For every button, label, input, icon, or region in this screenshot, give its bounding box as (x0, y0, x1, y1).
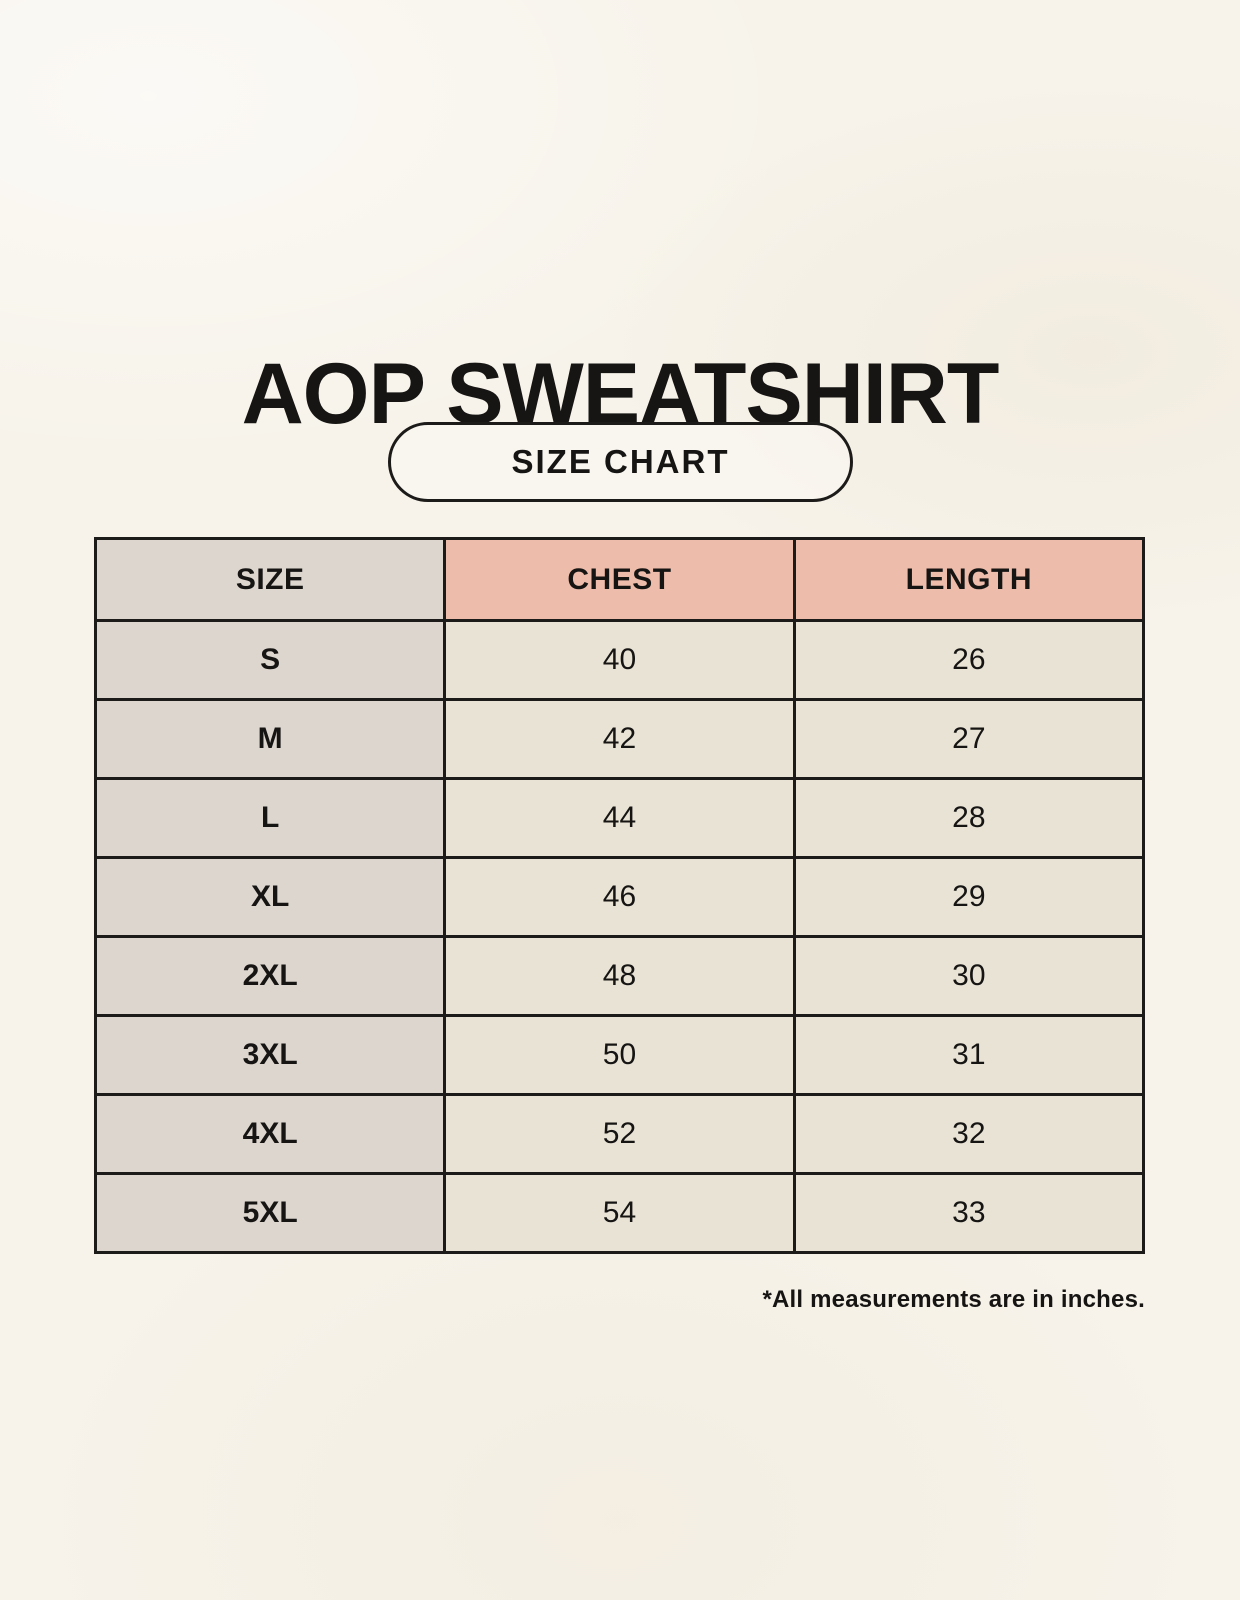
chest-cell: 44 (443, 777, 796, 859)
table-row: S 40 26 (93, 619, 1146, 701)
chest-cell: 40 (443, 619, 796, 701)
length-cell: 30 (792, 935, 1146, 1017)
length-cell: 27 (792, 698, 1146, 780)
chest-cell: 52 (443, 1093, 796, 1175)
table-body: S 40 26 M 42 27 L 44 28 XL 46 29 2XL 48 30 3XL 50 31 4XL 52… (93, 619, 1146, 1254)
chest-cell: 48 (443, 935, 796, 1017)
table-row: 3XL 50 31 (93, 1014, 1146, 1096)
header-row: SIZE CHEST LENGTH (93, 537, 1146, 622)
size-cell: M (93, 698, 447, 780)
length-cell: 31 (792, 1014, 1146, 1096)
length-cell: 29 (792, 856, 1146, 938)
measurements-footnote: *All measurements are in inches. (762, 1286, 1145, 1313)
chest-cell: 46 (443, 856, 796, 938)
length-cell: 32 (792, 1093, 1146, 1175)
column-header-chest: CHEST (443, 537, 796, 622)
size-cell: S (93, 619, 447, 701)
length-cell: 33 (792, 1172, 1146, 1254)
chest-cell: 54 (443, 1172, 796, 1254)
size-cell: 4XL (93, 1093, 447, 1175)
table-row: L 44 28 (93, 777, 1146, 859)
column-header-size: SIZE (93, 537, 447, 622)
column-header-length: LENGTH (792, 537, 1146, 622)
size-cell: 2XL (93, 935, 447, 1017)
length-cell: 26 (792, 619, 1146, 701)
chest-cell: 42 (443, 698, 796, 780)
table-row: XL 46 29 (93, 856, 1146, 938)
size-chart-table: SIZE CHEST LENGTH S 40 26 M 42 27 L 44 28 XL 46 29 2XL… (93, 537, 1146, 1254)
length-cell: 28 (792, 777, 1146, 859)
table-row: 2XL 48 30 (93, 935, 1146, 1017)
chest-cell: 50 (443, 1014, 796, 1096)
size-cell: XL (93, 856, 447, 938)
size-cell: 5XL (93, 1172, 447, 1254)
size-chart-badge-label: SIZE CHART (511, 443, 730, 480)
size-cell: L (93, 777, 447, 859)
size-cell: 3XL (93, 1014, 447, 1096)
table-row: 5XL 54 33 (93, 1172, 1146, 1254)
size-chart-badge: SIZE CHART (388, 422, 853, 502)
table-row: M 42 27 (93, 698, 1146, 780)
table-row: 4XL 52 32 (93, 1093, 1146, 1175)
